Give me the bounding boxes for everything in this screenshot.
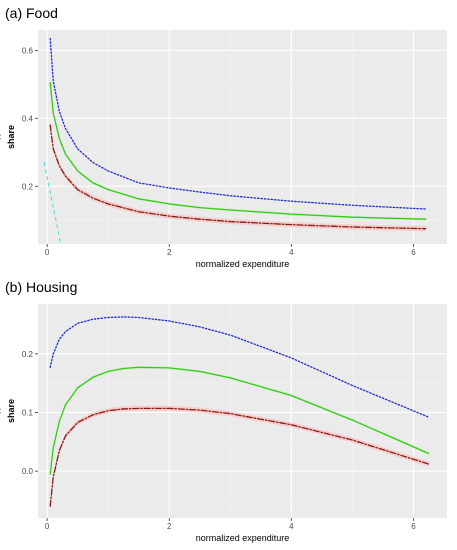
x-tick-label: 2 bbox=[167, 522, 172, 531]
y-axis-title: share bbox=[6, 399, 16, 423]
y-axis-title-hat: ^ bbox=[0, 134, 5, 140]
x-tick-label: 6 bbox=[411, 522, 416, 531]
x-tick-label: 0 bbox=[45, 248, 50, 257]
panel-food: (a) Food 0 2 4 6 0.2 0.4 0.6 normalized expendit… bbox=[0, 5, 447, 269]
x-tick-label: 2 bbox=[167, 248, 172, 257]
y-tick-label: 0.2 bbox=[22, 350, 34, 359]
lower-bound-line bbox=[49, 407, 430, 507]
upper-bound-line bbox=[49, 316, 430, 418]
panel-title: (b) Housing bbox=[5, 279, 77, 295]
estimate-line bbox=[49, 82, 427, 220]
y-axis-title-hat: ^ bbox=[0, 408, 5, 414]
y-tick-label: 0.6 bbox=[22, 46, 34, 55]
x-tick-label: 4 bbox=[289, 248, 294, 257]
plot-area bbox=[49, 316, 430, 509]
lower-bound-line bbox=[49, 124, 427, 230]
y-axis-title: share bbox=[6, 125, 16, 149]
y-tick-label: 0.0 bbox=[22, 467, 34, 476]
x-tick-label: 6 bbox=[411, 248, 416, 257]
upper-bound-line bbox=[49, 37, 427, 210]
plot-area bbox=[43, 37, 427, 244]
estimate-line bbox=[49, 366, 430, 475]
y-tick-label: 0.1 bbox=[22, 408, 34, 417]
x-axis-title: normalized expenditure bbox=[196, 259, 290, 269]
x-axis-title: normalized expenditure bbox=[196, 533, 290, 543]
x-tick-label: 4 bbox=[289, 522, 294, 531]
confidence-band-lower bbox=[50, 405, 429, 509]
y-tick-label: 0.4 bbox=[22, 114, 34, 123]
x-tick-label: 0 bbox=[45, 522, 50, 531]
panel-title: (a) Food bbox=[5, 5, 58, 21]
plot-background bbox=[38, 30, 447, 244]
y-tick-label: 0.2 bbox=[22, 182, 34, 191]
panel-housing: (b) Housing 0 2 4 6 0.0 0.1 0.2 normalized expen… bbox=[0, 279, 447, 543]
